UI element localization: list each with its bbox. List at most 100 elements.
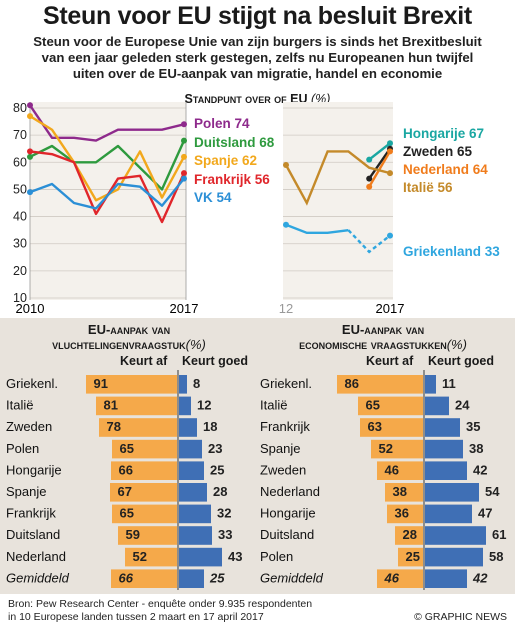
bar-good-value: 12 bbox=[197, 398, 211, 413]
bar-bad-value: 52 bbox=[379, 441, 393, 456]
bar-bad-value: 59 bbox=[126, 527, 140, 542]
bar-bad bbox=[377, 569, 423, 588]
bar-category-label: Frankrijk bbox=[260, 419, 310, 434]
bar-good-value: 42 bbox=[473, 462, 487, 477]
bar-title-line: vluchtelingenvraagstuk(%) bbox=[4, 337, 254, 352]
bar-bad-value: 66 bbox=[119, 462, 133, 477]
bar-good-value: 28 bbox=[213, 484, 227, 499]
bar-bad bbox=[337, 375, 423, 394]
bar-bad-value: 65 bbox=[366, 398, 380, 413]
y-tick-label: 30 bbox=[13, 237, 27, 251]
series-point-griekenland bbox=[283, 221, 289, 228]
x-label-2010: 2010 bbox=[16, 301, 45, 316]
bar-good bbox=[179, 569, 204, 588]
series-line-hongarije bbox=[368, 142, 391, 161]
bar-good-value: 33 bbox=[218, 527, 232, 542]
bar-bad bbox=[96, 396, 177, 416]
series-label-polen: Polen 74 bbox=[194, 116, 250, 131]
bar-good-value: 43 bbox=[228, 549, 242, 564]
bar-good-value: 18 bbox=[203, 419, 217, 434]
bar-good bbox=[179, 547, 222, 567]
series-point-italie bbox=[283, 162, 289, 168]
bar-good bbox=[179, 461, 204, 480]
bar-good-value: 42 bbox=[472, 570, 488, 585]
bar-bad bbox=[385, 483, 423, 502]
series-point-duitsland bbox=[181, 137, 187, 144]
y-tick-label: 60 bbox=[13, 155, 27, 169]
series-label-vk: VK 54 bbox=[194, 190, 232, 205]
bar-good bbox=[425, 504, 472, 524]
bar-category-label: Duitsland bbox=[6, 527, 60, 542]
bar-category-label: Spanje bbox=[260, 441, 300, 456]
bar-bad bbox=[112, 504, 177, 524]
subtitle-line: uiten over de EU-aanpak van migratie, ha… bbox=[72, 66, 443, 81]
col-head-bad: Keurt af bbox=[120, 354, 168, 368]
bar-good-value: 35 bbox=[466, 419, 480, 434]
series-label-griekenland: Griekenland 33 bbox=[403, 244, 500, 259]
series-point-hongarije bbox=[366, 156, 373, 163]
series-label-spanje: Spanje 62 bbox=[194, 153, 257, 168]
bar-good-value: 25 bbox=[209, 570, 225, 585]
bar-good bbox=[179, 526, 212, 545]
bar-good bbox=[179, 418, 197, 437]
bar-good-value: 58 bbox=[489, 549, 503, 564]
series-point-italie bbox=[387, 170, 393, 177]
series-point-hongarije bbox=[387, 140, 393, 147]
bar-good bbox=[179, 375, 187, 394]
bar-good bbox=[425, 569, 467, 588]
series-point-spanje bbox=[181, 153, 187, 160]
bar-good-value: 61 bbox=[492, 527, 506, 542]
bar-bad bbox=[99, 418, 177, 437]
y-tick-label: 10 bbox=[13, 291, 27, 305]
bar-bad-value: 67 bbox=[118, 484, 132, 499]
source-line: in 10 Europese landen tussen 2 maart en … bbox=[8, 611, 264, 623]
line-chart: 10 20 30 40 50 60 70 80 Polen 74 Duitsland 68 Spa… bbox=[13, 101, 500, 316]
bar-category-label: Frankrijk bbox=[6, 506, 56, 521]
credit: © GRAPHIC NEWS bbox=[414, 611, 507, 623]
bar-category-label: Spanje bbox=[6, 484, 46, 499]
bar-good bbox=[425, 375, 436, 394]
bar-category-label: Duitsland bbox=[260, 527, 314, 542]
bar-category-label: Griekenl. bbox=[260, 376, 312, 391]
bar-bad-value: 46 bbox=[385, 462, 399, 477]
bar-good bbox=[425, 439, 463, 459]
y-tick-label: 40 bbox=[13, 210, 27, 224]
subtitle: Steun voor de Europese Unie van zijn bur… bbox=[8, 34, 507, 82]
bar-title-refugees: EU-aanpak van vluchtelingenvraagstuk(%) bbox=[4, 322, 254, 352]
left-series-group bbox=[27, 102, 187, 224]
bar-bad-value: 36 bbox=[395, 506, 409, 521]
bar-bad bbox=[118, 526, 177, 545]
series-line-vk bbox=[29, 177, 185, 210]
bar-good-value: 23 bbox=[208, 441, 222, 456]
bar-bad bbox=[125, 547, 177, 567]
bar-bad bbox=[360, 418, 423, 437]
bar-bad bbox=[398, 547, 423, 567]
bar-title-line: economische vraagstukken(%) bbox=[258, 337, 508, 352]
bar-bad bbox=[112, 439, 177, 459]
series-point-griekenland bbox=[387, 232, 393, 239]
bar-category-label: Hongarije bbox=[260, 506, 316, 521]
bar-good-value: 25 bbox=[210, 462, 224, 477]
bar-bad-value: 28 bbox=[403, 527, 417, 542]
x-label-12: 12 bbox=[279, 301, 293, 316]
bar-category-label: Hongarije bbox=[6, 462, 62, 477]
bar-good bbox=[179, 483, 207, 502]
bar-good bbox=[425, 418, 460, 437]
series-label-hongarije: Hongarije 67 bbox=[403, 126, 484, 141]
bar-good bbox=[425, 396, 449, 416]
bar-bad-value: 63 bbox=[368, 419, 382, 434]
series-point-frankrijk bbox=[181, 170, 187, 177]
series-line-dashed-griekenland bbox=[347, 229, 391, 254]
series-line-griekenland bbox=[285, 223, 349, 235]
bar-category-label: Zweden bbox=[260, 462, 306, 477]
series-line-duitsland bbox=[29, 140, 186, 191]
bar-chart-refugees: Griekenl. 91 8 Italië 81 12 Zweden 78 18 Polen 65 2… bbox=[6, 370, 242, 590]
bar-title-text: economische vraagstukken bbox=[299, 337, 447, 352]
series-labels: Polen 74 Duitsland 68 Spanje 62 Frankrijk 5… bbox=[194, 116, 500, 259]
series-line-italie bbox=[284, 150, 391, 206]
series-label-zweden: Zweden 65 bbox=[403, 144, 473, 159]
bar-good bbox=[425, 547, 483, 567]
bar-good bbox=[179, 439, 202, 459]
series-line-zweden bbox=[368, 148, 391, 180]
series-label-duitsland: Duitsland 68 bbox=[194, 135, 275, 150]
